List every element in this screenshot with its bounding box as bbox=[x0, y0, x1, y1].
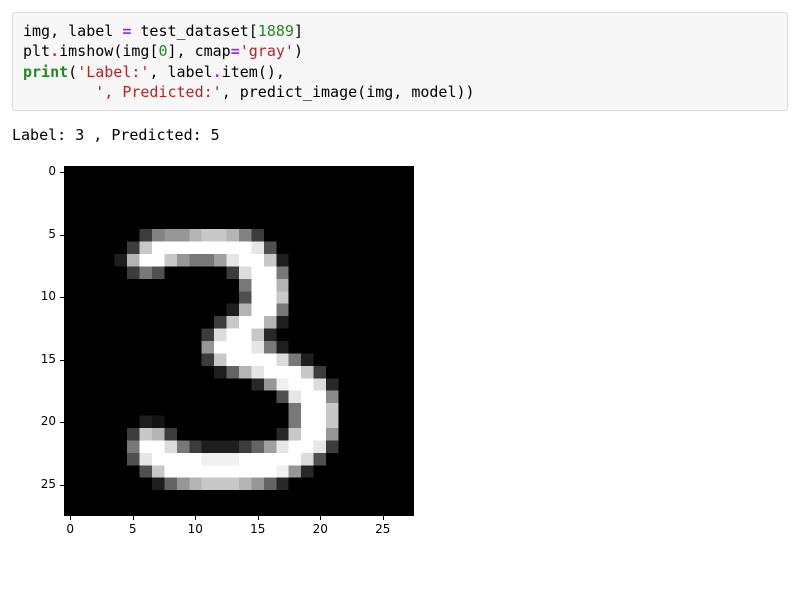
code-token: 'gray' bbox=[240, 42, 294, 60]
xtick bbox=[320, 516, 321, 520]
ytick-label: 25 bbox=[26, 477, 56, 491]
code-token: ) bbox=[466, 83, 475, 101]
code-token: . bbox=[50, 42, 59, 60]
code-token: ] bbox=[294, 22, 303, 40]
code-token: , bbox=[177, 42, 195, 60]
code-token: item bbox=[222, 63, 258, 81]
xtick bbox=[383, 516, 384, 520]
heatmap-canvas bbox=[65, 167, 413, 515]
code-token: predict_image bbox=[240, 83, 357, 101]
code-token: img bbox=[122, 42, 149, 60]
xtick bbox=[195, 516, 196, 520]
xtick-label: 25 bbox=[371, 522, 395, 536]
ytick bbox=[60, 172, 64, 173]
code-token: 0 bbox=[158, 42, 167, 60]
xtick bbox=[70, 516, 71, 520]
code-token: ( bbox=[357, 83, 366, 101]
ytick bbox=[60, 485, 64, 486]
ytick-label: 20 bbox=[26, 414, 56, 428]
ytick-label: 0 bbox=[26, 164, 56, 178]
ytick bbox=[60, 360, 64, 361]
xtick bbox=[258, 516, 259, 520]
code-token: ) bbox=[267, 63, 276, 81]
ytick-label: 5 bbox=[26, 227, 56, 241]
code-token: , bbox=[149, 63, 167, 81]
code-token: , bbox=[50, 22, 59, 40]
output-text: Label: 3 , Predicted: 5 bbox=[12, 125, 788, 146]
code-token: 'Label:' bbox=[77, 63, 149, 81]
plot-figure: 0 5 10 15 20 25 0 5 10 15 20 25 bbox=[12, 156, 512, 556]
code-token: ( bbox=[113, 42, 122, 60]
code-token: img bbox=[23, 22, 50, 40]
xtick-label: 20 bbox=[308, 522, 332, 536]
code-token: ) bbox=[294, 42, 303, 60]
code-token: ', Predicted:' bbox=[95, 83, 221, 101]
code-token: ] bbox=[168, 42, 177, 60]
code-token: . bbox=[213, 63, 222, 81]
code-token: ( bbox=[258, 63, 267, 81]
xtick-label: 0 bbox=[58, 522, 82, 536]
xtick-label: 5 bbox=[121, 522, 145, 536]
ytick-label: 15 bbox=[26, 352, 56, 366]
xtick-label: 10 bbox=[183, 522, 207, 536]
code-token: cmap bbox=[195, 42, 231, 60]
code-token: [ bbox=[249, 22, 258, 40]
ytick bbox=[60, 422, 64, 423]
code-token: label bbox=[168, 63, 213, 81]
code-token: model bbox=[411, 83, 456, 101]
code-token: 1889 bbox=[258, 22, 294, 40]
code-token: label bbox=[59, 22, 122, 40]
code-token: ( bbox=[68, 63, 77, 81]
code-token: ) bbox=[457, 83, 466, 101]
xtick-label: 15 bbox=[246, 522, 270, 536]
code-token: , bbox=[393, 83, 411, 101]
code-token: = bbox=[231, 42, 240, 60]
ytick-label: 10 bbox=[26, 289, 56, 303]
code-token: print bbox=[23, 63, 68, 81]
ytick bbox=[60, 235, 64, 236]
code-token: plt bbox=[23, 42, 50, 60]
code-token: , bbox=[222, 83, 240, 101]
xtick bbox=[133, 516, 134, 520]
plot-axes bbox=[64, 166, 414, 516]
code-cell: img, label = test_dataset[1889] plt.imsh… bbox=[12, 12, 788, 111]
code-token bbox=[23, 83, 95, 101]
code-token: imshow bbox=[59, 42, 113, 60]
code-token: test_dataset bbox=[131, 22, 248, 40]
code-token: img bbox=[366, 83, 393, 101]
code-token: , bbox=[276, 63, 285, 81]
ytick bbox=[60, 297, 64, 298]
